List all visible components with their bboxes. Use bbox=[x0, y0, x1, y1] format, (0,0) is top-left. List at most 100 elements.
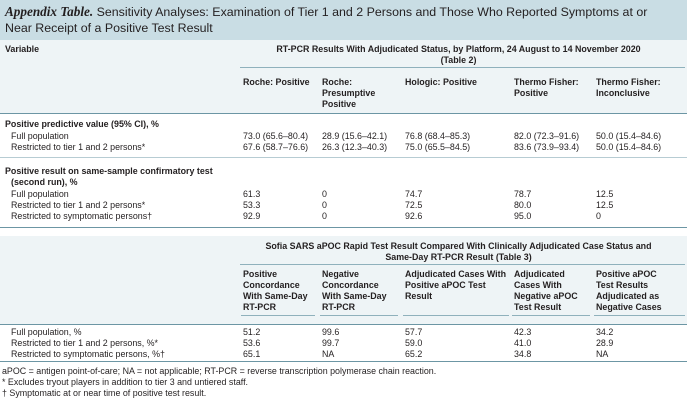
cell-positive-concordance: 53.6 bbox=[243, 338, 261, 348]
cell-roche-presumptive: 0 bbox=[322, 211, 327, 221]
table3-col-header-3-line2: Positive aPOC Test bbox=[405, 280, 486, 290]
cell-thermo-inconclusive: 12.5 bbox=[596, 200, 614, 210]
cell-hologic-positive: 75.0 (65.5–84.5) bbox=[405, 142, 471, 152]
cell-positive-adjudicated-negative: NA bbox=[596, 349, 609, 359]
table3-col-header-3-line1: Adjudicated Cases With bbox=[405, 269, 507, 279]
row-label: Restricted to tier 1 and 2 persons* bbox=[11, 142, 146, 152]
cell-roche-presumptive: 28.9 (15.6–42.1) bbox=[322, 131, 388, 141]
table2-title-line1: RT-PCR Results With Adjudicated Status, … bbox=[276, 44, 641, 54]
cell-roche-presumptive: 26.3 (12.3–40.3) bbox=[322, 142, 388, 152]
cell-thermo-positive: 78.7 bbox=[514, 189, 532, 199]
col-underline bbox=[403, 315, 509, 316]
confirmatory-section-title-line2: (second run), % bbox=[11, 177, 78, 187]
table3-col-header-5-line2: Test Results bbox=[596, 280, 649, 290]
table3-col-header-5-line3: Adjudicated as bbox=[596, 291, 660, 301]
table-title-label: Appendix Table. bbox=[5, 4, 94, 19]
cell-adjudicated-negative: 42.3 bbox=[514, 327, 532, 337]
cell-adjudicated-negative: 41.0 bbox=[514, 338, 532, 348]
cell-thermo-inconclusive: 50.0 (15.4–84.6) bbox=[596, 142, 662, 152]
col-underline bbox=[320, 315, 398, 316]
cell-adjudicated-positive: 57.7 bbox=[405, 327, 423, 337]
cell-roche-presumptive: 0 bbox=[322, 189, 327, 199]
ppv-section-title: Positive predictive value (95% CI), % bbox=[5, 119, 159, 129]
table3-title-line1: Sofia SARS aPOC Rapid Test Result Compar… bbox=[265, 241, 652, 251]
cell-roche-positive: 53.3 bbox=[243, 200, 261, 210]
cell-roche-positive: 73.0 (65.6–80.4) bbox=[243, 131, 309, 141]
table2-col-header-1: Roche: Positive bbox=[243, 77, 310, 87]
cell-thermo-inconclusive: 0 bbox=[596, 211, 601, 221]
cell-hologic-positive: 76.8 (68.4–85.3) bbox=[405, 131, 471, 141]
table3-title-underline bbox=[240, 264, 685, 265]
cell-thermo-positive: 95.0 bbox=[514, 211, 532, 221]
footnote-abbreviations: aPOC = antigen point-of-care; NA = not a… bbox=[2, 366, 437, 376]
cell-thermo-positive: 82.0 (72.3–91.6) bbox=[514, 131, 580, 141]
table3-col-header-1-line3: With Same-Day bbox=[243, 291, 308, 301]
cell-roche-positive: 67.6 (58.7–76.6) bbox=[243, 142, 309, 152]
table3-col-header-2-line2: Concordance bbox=[322, 280, 379, 290]
table2-col-header-4-line2: Positive bbox=[514, 88, 549, 98]
table2-col-header-3: Hologic: Positive bbox=[405, 77, 477, 87]
table3-col-header-4-line2: Cases With bbox=[514, 280, 562, 290]
table3-col-header-2-line3: With Same-Day bbox=[322, 291, 387, 301]
cell-hologic-positive: 74.7 bbox=[405, 189, 423, 199]
table3-title-line2: Same-Day RT-PCR Result (Table 3) bbox=[385, 252, 532, 262]
row-label: Full population bbox=[11, 189, 69, 199]
cell-adjudicated-negative: 34.8 bbox=[514, 349, 532, 359]
cell-positive-adjudicated-negative: 34.2 bbox=[596, 327, 614, 337]
table3-col-header-4-line1: Adjudicated bbox=[514, 269, 565, 279]
table-title-text: Sensitivity Analyses: Examination of Tie… bbox=[5, 5, 648, 35]
table2-title-underline bbox=[240, 67, 685, 68]
table3-header-band bbox=[0, 236, 687, 324]
col-underline bbox=[594, 315, 685, 316]
confirmatory-section-title-line1: Positive result on same-sample confirmat… bbox=[5, 166, 213, 176]
row-label: Restricted to tier 1 and 2 persons* bbox=[11, 200, 146, 210]
cell-roche-presumptive: 0 bbox=[322, 200, 327, 210]
cell-positive-adjudicated-negative: 28.9 bbox=[596, 338, 614, 348]
table2-col-header-2-line3: Positive bbox=[322, 99, 357, 109]
table3-col-header-4-line4: Test Result bbox=[514, 302, 562, 312]
row-label: Restricted to symptomatic persons† bbox=[11, 211, 153, 221]
cell-negative-concordance: 99.7 bbox=[322, 338, 340, 348]
table2-col-header-4-line1: Thermo Fisher: bbox=[514, 77, 579, 87]
table2-bottom-rule bbox=[0, 227, 687, 228]
cell-hologic-positive: 72.5 bbox=[405, 200, 423, 210]
cell-thermo-inconclusive: 50.0 (15.4–84.6) bbox=[596, 131, 662, 141]
table3-col-header-3-line3: Result bbox=[405, 291, 433, 301]
cell-negative-concordance: 99.6 bbox=[322, 327, 340, 337]
row-label: Full population, % bbox=[11, 327, 82, 337]
table3-col-header-5-line1: Positive aPOC bbox=[596, 269, 657, 279]
table3-col-header-1-line1: Positive bbox=[243, 269, 278, 279]
table2-header-rule bbox=[0, 113, 687, 114]
title-block: Appendix Table. Sensitivity Analyses: Ex… bbox=[0, 0, 687, 40]
table-title: Appendix Table. Sensitivity Analyses: Ex… bbox=[5, 4, 677, 36]
table3-col-header-2-line4: RT-PCR bbox=[322, 302, 356, 312]
table2-header-band bbox=[0, 40, 687, 113]
cell-thermo-inconclusive: 12.5 bbox=[596, 189, 614, 199]
table2-col-header-2-line2: Presumptive bbox=[322, 88, 376, 98]
cell-roche-positive: 92.9 bbox=[243, 211, 261, 221]
cell-adjudicated-positive: 65.2 bbox=[405, 349, 423, 359]
cell-negative-concordance: NA bbox=[322, 349, 335, 359]
col-underline bbox=[241, 315, 315, 316]
table2-col-header-5-line1: Thermo Fisher: bbox=[596, 77, 661, 87]
row-label: Full population bbox=[11, 131, 69, 141]
cell-thermo-positive: 83.6 (73.9–93.4) bbox=[514, 142, 580, 152]
table3-header-rule bbox=[0, 324, 687, 325]
table3-col-header-1-line4: RT-PCR bbox=[243, 302, 277, 312]
table3-col-header-5-line4: Negative Cases bbox=[596, 302, 662, 312]
cell-hologic-positive: 92.6 bbox=[405, 211, 423, 221]
cell-positive-concordance: 51.2 bbox=[243, 327, 261, 337]
cell-thermo-positive: 80.0 bbox=[514, 200, 532, 210]
variable-header: Variable bbox=[5, 44, 40, 54]
table3-col-header-1-line2: Concordance bbox=[243, 280, 300, 290]
table3-col-header-4-line3: Negative aPOC bbox=[514, 291, 578, 301]
table2-title-line2: (Table 2) bbox=[440, 55, 477, 65]
table3-col-header-2-line1: Negative bbox=[322, 269, 359, 279]
footnote-dagger: † Symptomatic at or near time of positiv… bbox=[2, 388, 207, 398]
col-underline bbox=[512, 315, 590, 316]
cell-adjudicated-positive: 59.0 bbox=[405, 338, 423, 348]
cell-roche-positive: 61.3 bbox=[243, 189, 261, 199]
row-label: Restricted to tier 1 and 2 persons, %* bbox=[11, 338, 159, 348]
table-bottom-rule bbox=[0, 361, 687, 362]
